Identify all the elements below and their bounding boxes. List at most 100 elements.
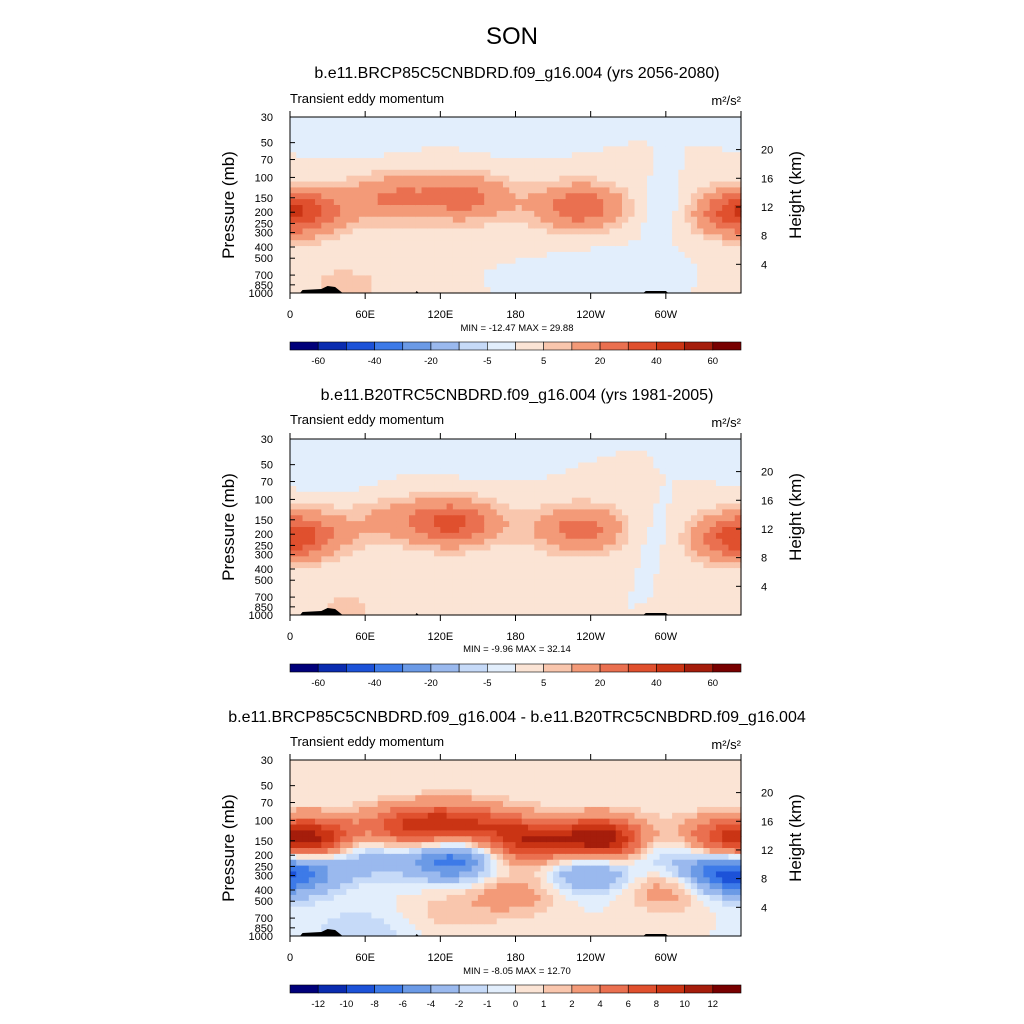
heatmap-cell [321, 573, 329, 581]
heatmap-cell [528, 603, 535, 610]
heatmap-cell [340, 930, 347, 937]
heatmap-cell [459, 140, 466, 147]
heatmap-cell [690, 117, 698, 124]
heatmap-cell [621, 573, 629, 581]
heatmap-cell [308, 568, 316, 575]
heatmap-cell [358, 765, 366, 773]
heatmap-cell [446, 152, 454, 159]
colorbar-label: -20 [424, 356, 438, 367]
heatmap-cell [427, 222, 435, 230]
heatmap-cell [728, 485, 736, 493]
heatmap-cell [521, 521, 529, 528]
heatmap-cell [452, 503, 460, 510]
heatmap-cell [609, 216, 617, 224]
heatmap-cell [559, 450, 567, 458]
heatmap-cell [715, 444, 723, 452]
heatmap-cell [358, 187, 366, 194]
heatmap-cell [584, 462, 592, 469]
heatmap-cell [346, 795, 354, 802]
heatmap-cell [484, 140, 492, 147]
heatmap-cell [321, 912, 329, 919]
heatmap-cell [615, 585, 623, 593]
heatmap-cell [659, 579, 667, 587]
heatmap-cell [358, 152, 366, 159]
heatmap-cell [621, 251, 629, 259]
heatmap-cell [365, 836, 373, 843]
heatmap-cell [409, 444, 416, 452]
heatmap-cell [365, 122, 373, 130]
heatmap-cell [477, 538, 485, 546]
heatmap-cell [609, 591, 617, 598]
heatmap-cell [327, 134, 335, 142]
heatmap-cell [578, 597, 586, 604]
heatmap-cell [697, 450, 705, 458]
heatmap-cell [596, 562, 604, 569]
heatmap-cell [383, 532, 391, 540]
heatmap-cell [496, 544, 504, 552]
heatmap-cell [647, 281, 654, 288]
heatmap-cell [722, 456, 730, 464]
heatmap-cell [290, 234, 297, 241]
heatmap-cell [722, 550, 730, 557]
heatmap-cell [415, 468, 423, 475]
heatmap-cell [340, 462, 347, 469]
heatmap-cell [634, 146, 642, 153]
heatmap-cell [321, 818, 329, 826]
heatmap-cell [409, 491, 416, 499]
heatmap-cell [352, 806, 360, 814]
heatmap-cell [440, 117, 448, 124]
heatmap-cell [565, 175, 573, 183]
heatmap-cell [333, 497, 341, 505]
heatmap-cell [678, 152, 686, 159]
heatmap-cell [734, 210, 742, 218]
heatmap-cell [477, 515, 485, 522]
heatmap-cell [421, 480, 429, 487]
heatmap-cell [383, 521, 391, 528]
heatmap-cell [553, 152, 560, 159]
heatmap-cell [390, 515, 398, 522]
heatmap-cell [296, 544, 304, 552]
heatmap-cell [402, 146, 410, 153]
heatmap-cell [596, 163, 604, 171]
heatmap-cell [484, 491, 492, 499]
heatmap-cell [722, 269, 730, 276]
heatmap-cell [653, 450, 661, 458]
heatmap-cell [396, 474, 404, 481]
heatmap-cell [377, 140, 385, 147]
heatmap-cell [427, 263, 435, 271]
heatmap-cell [290, 497, 297, 505]
heatmap-cell [315, 550, 322, 557]
heatmap-cell [665, 573, 673, 581]
heatmap-cell [427, 474, 435, 481]
heatmap-cell [352, 462, 360, 469]
heatmap-cell [659, 193, 667, 200]
heatmap-cell [415, 222, 423, 230]
heatmap-cell [484, 497, 492, 505]
heatmap-cell [346, 900, 354, 908]
heatmap-cell [315, 275, 322, 282]
heatmap-cell [609, 521, 617, 528]
heatmap-cell [571, 485, 579, 493]
heatmap-cell [315, 485, 322, 493]
heatmap-cell [308, 532, 316, 540]
heatmap-cell [659, 556, 667, 563]
heatmap-cell [440, 450, 448, 458]
heatmap-cell [340, 924, 347, 931]
heatmap-cell [308, 556, 316, 563]
heatmap-cell [496, 122, 504, 130]
heatmap-cell [603, 169, 611, 177]
heatmap-cell [509, 199, 517, 206]
heatmap-cell [565, 579, 573, 587]
heatmap-cell [684, 568, 692, 575]
heatmap-cell [540, 234, 548, 241]
heatmap-cell [590, 228, 598, 235]
heatmap-cell [340, 550, 347, 557]
heatmap-cell [678, 128, 686, 136]
heatmap-cell [571, 140, 579, 147]
heatmap-cell [565, 439, 573, 446]
heatmap-cell [678, 199, 686, 206]
heatmap-cell [321, 462, 329, 469]
heatmap-cell [665, 444, 673, 452]
heatmap-cell [703, 175, 711, 183]
